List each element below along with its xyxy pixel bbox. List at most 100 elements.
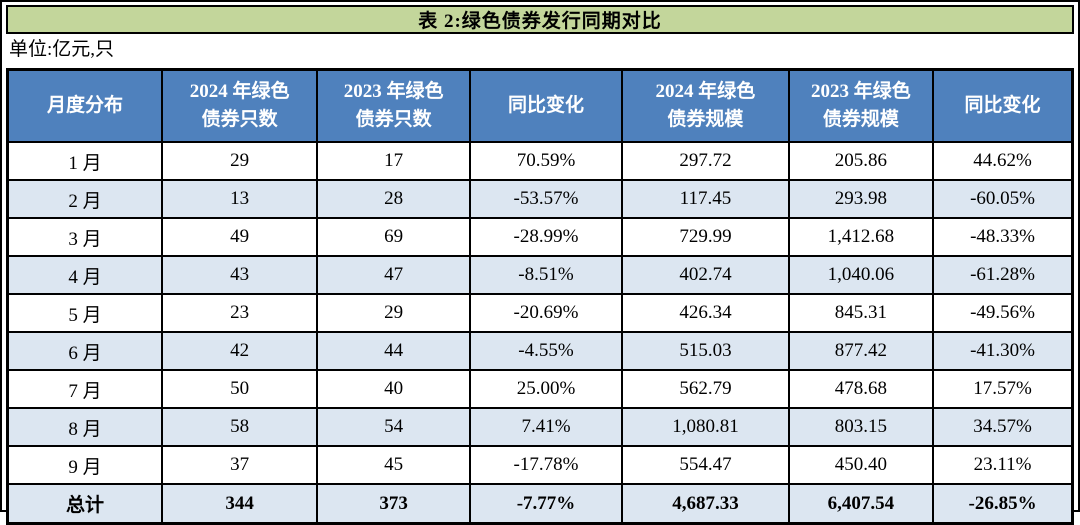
table-cell: 426.34 (621, 293, 790, 333)
table-cell: 7.41% (468, 407, 624, 447)
column-header-line: 同比变化 (964, 95, 1041, 116)
column-header-line: 2023 年绿色 (343, 81, 444, 102)
table-cell: -49.56% (932, 293, 1074, 333)
column-header-0: 月度分布 (6, 68, 163, 143)
table-cell: 28 (316, 179, 471, 219)
table-body: 1 月 29 17 70.59% 297.72 205.86 44.62% 2 月 13 28 -5… (6, 141, 1074, 525)
column-header-6: 同比变化 (932, 68, 1074, 143)
column-header-line: 债券只数 (355, 109, 432, 130)
table-cell: 25.00% (468, 369, 624, 409)
table-cell: -17.78% (468, 445, 624, 485)
table-cell: 5 月 (6, 293, 163, 333)
table-cell: 47 (316, 255, 471, 295)
table-cell: 1,412.68 (787, 217, 935, 257)
table-cell: 1,040.06 (787, 255, 935, 295)
table-cell: 37 (160, 445, 319, 485)
table-cell: 4 月 (6, 255, 163, 295)
column-header-2: 2023 年绿色 债券只数 (316, 68, 471, 143)
table-cell: 6 月 (6, 331, 163, 371)
column-header-line: 同比变化 (507, 95, 584, 116)
table-title-bar: 表 2:绿色债券发行同期对比 (6, 5, 1074, 34)
table-cell: 554.47 (621, 445, 790, 485)
table-cell: -4.55% (468, 331, 624, 371)
table-cell: 13 (160, 179, 319, 219)
table-row-total: 总计 344 373 -7.77% 4,687.33 6,407.54 -26.85% (6, 483, 1074, 525)
table-cell: 117.45 (621, 179, 790, 219)
comparison-table: 月度分布 2024 年绿色 债券只数 2023 年绿色 债券只数 同比变化 2024 年绿色… (6, 68, 1074, 525)
total-cell: -7.77% (468, 483, 624, 525)
comparison-table-container: 月度分布 2024 年绿色 债券只数 2023 年绿色 债券只数 同比变化 2024 年绿色… (6, 68, 1074, 525)
column-header-4: 2024 年绿色 债券规模 (621, 68, 790, 143)
table-cell: 877.42 (787, 331, 935, 371)
table-cell: 29 (160, 141, 319, 181)
table-cell: -41.30% (932, 331, 1074, 371)
table-cell: 803.15 (787, 407, 935, 447)
table-cell: 7 月 (6, 369, 163, 409)
table-cell: 29 (316, 293, 471, 333)
table-cell: 845.31 (787, 293, 935, 333)
table-cell: 23.11% (932, 445, 1074, 485)
table-cell: -53.57% (468, 179, 624, 219)
table-cell: 205.86 (787, 141, 935, 181)
table-cell: 1 月 (6, 141, 163, 181)
table-cell: 2 月 (6, 179, 163, 219)
table-cell: 40 (316, 369, 471, 409)
total-cell: 6,407.54 (787, 483, 935, 525)
table-row-month-6: 6 月 42 44 -4.55% 515.03 877.42 -41.30% (6, 331, 1074, 371)
table-cell: 297.72 (621, 141, 790, 181)
table-row-month-1: 1 月 29 17 70.59% 297.72 205.86 44.62% (6, 141, 1074, 181)
table-cell: 515.03 (621, 331, 790, 371)
table-cell: 450.40 (787, 445, 935, 485)
column-header-line: 2024 年绿色 (655, 81, 756, 102)
table-row-month-8: 8 月 58 54 7.41% 1,080.81 803.15 34.57% (6, 407, 1074, 447)
column-header-line: 债券规模 (667, 109, 744, 130)
table-cell: -60.05% (932, 179, 1074, 219)
table-cell: 3 月 (6, 217, 163, 257)
column-header-line: 2024 年绿色 (189, 81, 290, 102)
table-cell: 70.59% (468, 141, 624, 181)
table-cell: 34.57% (932, 407, 1074, 447)
table-cell: 42 (160, 331, 319, 371)
table-cell: 8 月 (6, 407, 163, 447)
table-cell: 44.62% (932, 141, 1074, 181)
table-cell: 44 (316, 331, 471, 371)
table-cell: 562.79 (621, 369, 790, 409)
table-header: 月度分布 2024 年绿色 债券只数 2023 年绿色 债券只数 同比变化 2024 年绿色… (6, 68, 1074, 143)
total-cell: 373 (316, 483, 471, 525)
table-cell: -8.51% (468, 255, 624, 295)
table-cell: -20.69% (468, 293, 624, 333)
table-title: 表 2:绿色债券发行同期对比 (418, 11, 662, 32)
column-header-line: 月度分布 (46, 95, 123, 116)
table-cell: 54 (316, 407, 471, 447)
column-header-3: 同比变化 (468, 68, 624, 143)
table-cell: 1,080.81 (621, 407, 790, 447)
total-cell: 4,687.33 (621, 483, 790, 525)
table-cell: 43 (160, 255, 319, 295)
unit-note: 单位:亿元,只 (9, 39, 115, 60)
table-cell: 58 (160, 407, 319, 447)
column-header-5: 2023 年绿色 债券规模 (787, 68, 935, 143)
table-cell: 45 (316, 445, 471, 485)
table-cell: 69 (316, 217, 471, 257)
table-cell: 17.57% (932, 369, 1074, 409)
table-row-month-4: 4 月 43 47 -8.51% 402.74 1,040.06 -61.28% (6, 255, 1074, 295)
column-header-line: 2023 年绿色 (810, 81, 911, 102)
table-cell: 50 (160, 369, 319, 409)
table-cell: 293.98 (787, 179, 935, 219)
column-header-line: 债券只数 (201, 109, 278, 130)
table-cell: 17 (316, 141, 471, 181)
table-cell: 9 月 (6, 445, 163, 485)
total-cell: 总计 (6, 483, 163, 525)
total-cell: 344 (160, 483, 319, 525)
column-header-line: 债券规模 (822, 109, 899, 130)
total-cell: -26.85% (932, 483, 1074, 525)
table-cell: -28.99% (468, 217, 624, 257)
table-row-month-2: 2 月 13 28 -53.57% 117.45 293.98 -60.05% (6, 179, 1074, 219)
table-cell: 402.74 (621, 255, 790, 295)
table-cell: -48.33% (932, 217, 1074, 257)
column-header-1: 2024 年绿色 债券只数 (160, 68, 319, 143)
table-row-month-9: 9 月 37 45 -17.78% 554.47 450.40 23.11% (6, 445, 1074, 485)
table-cell: 478.68 (787, 369, 935, 409)
header-row: 月度分布 2024 年绿色 债券只数 2023 年绿色 债券只数 同比变化 2024 年绿色… (6, 68, 1074, 143)
table-row-month-7: 7 月 50 40 25.00% 562.79 478.68 17.57% (6, 369, 1074, 409)
